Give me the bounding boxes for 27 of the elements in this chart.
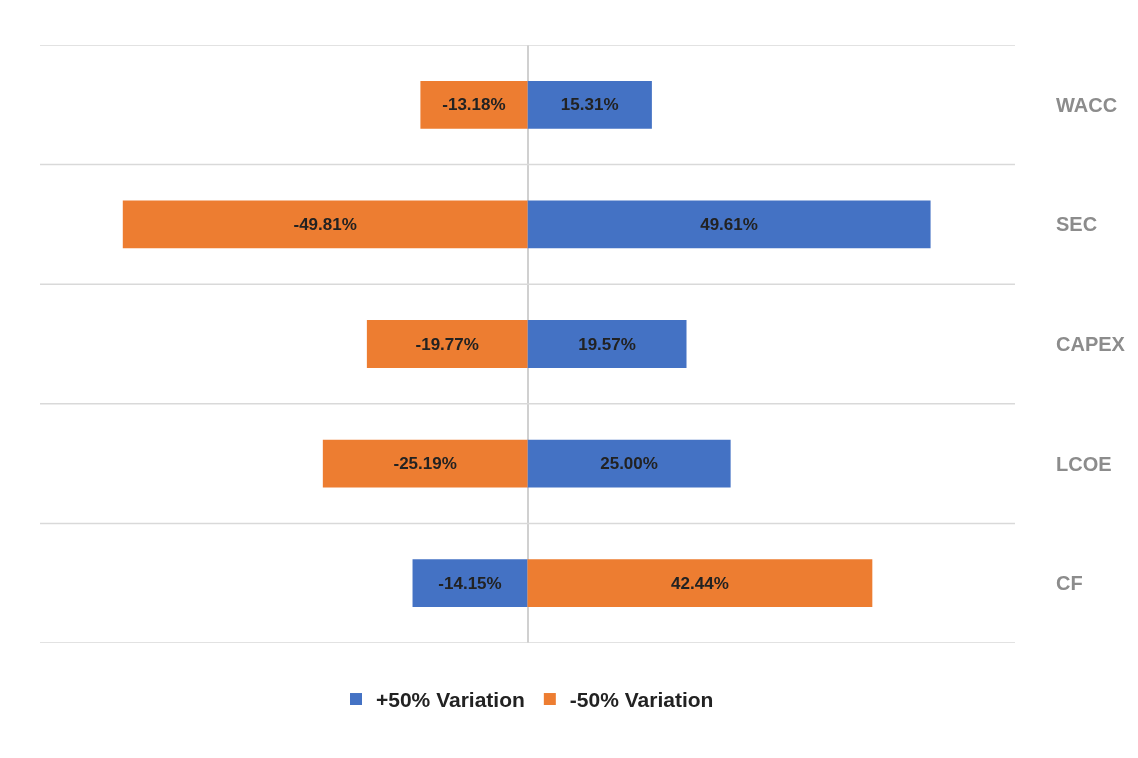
data-label: -13.18% bbox=[442, 95, 506, 115]
bar bbox=[322, 439, 528, 488]
bar bbox=[412, 559, 528, 608]
legend-label: -50% Variation bbox=[569, 688, 714, 712]
bar bbox=[527, 200, 931, 249]
y-tick-label: CAPEX bbox=[1056, 333, 1126, 355]
y-tick-label: LCOE bbox=[1056, 452, 1112, 475]
y-tick-label: CF bbox=[1056, 572, 1083, 595]
bar bbox=[122, 200, 528, 249]
y-tick-label: WACC bbox=[1056, 93, 1118, 116]
bar bbox=[366, 320, 528, 368]
bar bbox=[527, 80, 652, 129]
data-label: 42.44% bbox=[671, 573, 729, 593]
data-label: 49.61% bbox=[700, 214, 758, 234]
data-label: -19.77% bbox=[415, 334, 479, 354]
legend-label: +50% Variation bbox=[376, 688, 525, 712]
data-label: 15.31% bbox=[560, 95, 619, 115]
bar bbox=[420, 80, 528, 129]
bar bbox=[527, 320, 687, 368]
data-label: -49.81% bbox=[293, 214, 357, 234]
bar bbox=[527, 439, 731, 488]
data-label: -25.19% bbox=[393, 454, 457, 474]
data-label: -14.15% bbox=[438, 573, 502, 593]
bar bbox=[527, 559, 873, 608]
data-label: 25.00% bbox=[600, 454, 658, 474]
y-tick-label: SEC bbox=[1056, 213, 1098, 236]
data-label: 19.57% bbox=[578, 334, 636, 354]
